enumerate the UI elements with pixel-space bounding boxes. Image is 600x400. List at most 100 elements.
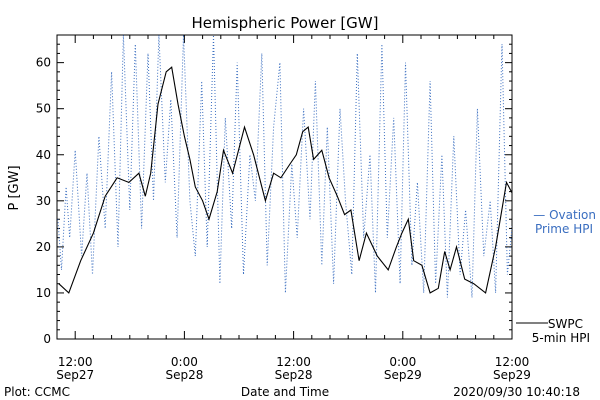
data-point-swpc [413,260,414,261]
data-point-ovation [543,200,544,201]
data-point-ovation [562,274,563,275]
data-point-swpc [464,279,465,280]
chart-title: Hemispheric Power [GW] [192,14,379,32]
data-point-swpc [430,292,431,293]
data-point-swpc [93,233,94,234]
data-point-swpc [217,191,218,192]
data-point-swpc [495,246,496,247]
series-swpc [58,66,598,294]
data-point-swpc [308,127,309,128]
data-point-ovation [321,265,322,266]
x-tick-label-date: Sep29 [493,368,531,382]
data-point-swpc [444,251,445,252]
data-point-ovation [501,44,502,45]
footer-timestamp: 2020/09/30 10:40:18 [453,385,580,399]
data-point-swpc [223,150,224,151]
data-point-swpc [289,163,290,164]
data-point-swpc [166,71,167,72]
data-point-ovation [513,209,514,210]
x-tick-label-date: Sep28 [165,368,203,382]
data-point-swpc [145,196,146,197]
data-point-ovation [231,228,232,229]
data-point-ovation [153,200,154,201]
data-point-ovation [417,182,418,183]
data-point-swpc [513,196,514,197]
data-point-ovation [430,81,431,82]
data-point-swpc [202,200,203,201]
data-point-ovation [267,265,268,266]
data-point-swpc [321,150,322,151]
data-point-ovation [400,283,401,284]
data-point-swpc [344,214,345,215]
data-point-ovation [303,108,304,109]
data-point-swpc [566,274,567,275]
data-point-swpc [359,260,360,261]
x-tick-label-time: 12:00 [495,355,530,369]
data-point-ovation [369,154,370,155]
data-point-swpc [377,256,378,257]
data-point-ovation [507,274,508,275]
data-point-ovation [61,269,62,270]
data-point-swpc [337,196,338,197]
data-point-swpc [587,292,588,293]
data-point-ovation [363,237,364,238]
data-point-ovation [86,173,87,174]
data-point-ovation [333,283,334,284]
data-point-ovation [57,219,58,220]
y-tick-label: 60 [36,56,51,70]
data-point-ovation [69,237,70,238]
data-point-swpc [184,136,185,137]
x-tick-label-date: Sep28 [275,368,313,382]
footer-plot-credit: Plot: CCMC [4,385,70,399]
data-point-swpc [396,246,397,247]
legend-ovation-line1: — Ovation [533,208,596,222]
data-point-ovation [405,62,406,63]
data-point-ovation [135,44,136,45]
data-point-ovation [243,274,244,275]
series-layer [57,35,598,298]
data-point-swpc [597,279,598,280]
data-point-ovation [255,200,256,201]
legend-swpc-line1: SWPC [548,317,583,331]
series-line-ovation [57,35,512,298]
data-point-ovation [490,200,491,201]
data-point-swpc [302,131,303,132]
data-point-ovation [297,237,298,238]
data-point-swpc [68,292,69,293]
data-point-ovation [201,81,202,82]
data-point-ovation [219,283,220,284]
data-point-ovation [471,297,472,298]
data-point-swpc [171,67,172,68]
y-tick-label: 0 [43,332,51,346]
y-axis-label: P [GW] [7,165,22,210]
x-axis-label: Date and Time [241,385,329,399]
data-point-ovation [465,209,466,210]
data-point-swpc [560,288,561,289]
x-tick-label-date: Sep27 [56,368,94,382]
data-point-swpc [421,265,422,266]
data-point-swpc [265,200,266,201]
data-point-ovation [537,62,538,63]
data-point-ovation [580,81,581,82]
data-point-ovation [273,127,274,128]
data-point-ovation [441,154,442,155]
data-point-ovation [592,292,593,293]
data-point-ovation [111,71,112,72]
legend: — Ovation Prime HPI SWPC 5-min HPI [516,208,596,345]
data-point-ovation [309,219,310,220]
data-point-swpc [506,182,507,183]
data-point-ovation [237,62,238,63]
data-point-ovation [291,163,292,164]
x-tick-label-date: Sep29 [384,368,422,382]
data-point-ovation [129,209,130,210]
data-point-swpc [366,233,367,234]
data-point-ovation [75,150,76,151]
x-tick-label-time: 0:00 [171,355,198,369]
data-point-swpc [177,104,178,105]
data-point-ovation [351,274,352,275]
data-point-swpc [450,269,451,270]
data-point-swpc [438,288,439,289]
x-tick-label-time: 12:00 [276,355,311,369]
data-point-ovation [435,283,436,284]
data-point-ovation [393,117,394,118]
